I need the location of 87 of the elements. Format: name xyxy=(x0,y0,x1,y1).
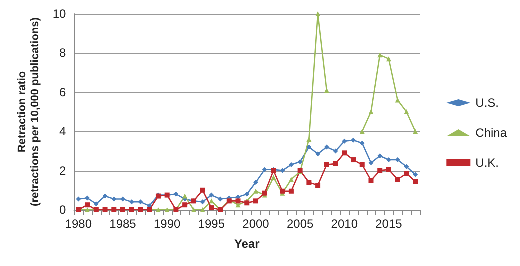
point xyxy=(360,129,365,134)
legend-label: U.K. xyxy=(476,156,499,170)
legend-label: China xyxy=(476,126,508,140)
point xyxy=(200,200,206,205)
legend-label: U.S. xyxy=(476,96,499,110)
point xyxy=(156,208,161,212)
point xyxy=(209,206,214,211)
x-tick-label: 2005 xyxy=(286,217,314,231)
point xyxy=(253,180,258,186)
point xyxy=(404,164,410,170)
point xyxy=(164,208,170,212)
point xyxy=(262,167,268,172)
point xyxy=(138,200,144,205)
point xyxy=(102,194,108,199)
point xyxy=(413,129,418,134)
point xyxy=(378,168,383,174)
point xyxy=(360,140,365,146)
point xyxy=(324,162,330,168)
point xyxy=(368,178,374,184)
point xyxy=(316,183,321,188)
point xyxy=(288,162,294,168)
x-tick-label: 2010 xyxy=(331,217,358,231)
point xyxy=(85,196,90,201)
point xyxy=(324,88,330,93)
point xyxy=(288,188,294,194)
point xyxy=(333,148,338,154)
point xyxy=(76,196,82,202)
point xyxy=(191,208,196,212)
point xyxy=(200,188,206,193)
point xyxy=(351,158,356,163)
point xyxy=(209,192,214,198)
x-axis-title: Year xyxy=(234,237,260,251)
point xyxy=(200,208,206,212)
point xyxy=(386,158,392,163)
point xyxy=(298,159,303,164)
y-tick-label: 4 xyxy=(60,124,67,139)
point xyxy=(395,98,400,103)
point xyxy=(280,168,286,174)
point xyxy=(306,144,312,150)
point xyxy=(182,194,188,199)
point xyxy=(333,161,338,166)
point xyxy=(271,175,276,180)
point xyxy=(85,202,90,208)
point xyxy=(129,200,134,205)
x-tick-label: 2015 xyxy=(376,217,403,231)
point xyxy=(174,192,179,197)
point xyxy=(413,172,418,178)
x-tick-label: 1980 xyxy=(65,217,92,231)
point xyxy=(395,158,400,163)
x-tick-label: 1985 xyxy=(110,217,137,231)
point xyxy=(360,162,365,168)
point xyxy=(182,202,188,208)
y-tick-label: 8 xyxy=(60,46,67,60)
y-tick-label: 0 xyxy=(60,203,67,217)
point xyxy=(404,171,410,176)
point xyxy=(253,198,258,204)
point xyxy=(386,167,392,172)
point xyxy=(236,198,241,204)
point xyxy=(378,52,383,58)
point xyxy=(316,12,321,16)
y-tick-label: 6 xyxy=(60,85,67,100)
point xyxy=(85,208,90,212)
point xyxy=(378,154,383,159)
point xyxy=(368,160,374,166)
y-axis-title: Retraction ratio (retractions per 10,000 publications) xyxy=(16,17,42,206)
y-tick-label: 2 xyxy=(60,164,67,178)
point xyxy=(386,56,392,62)
x-tick-label: 1990 xyxy=(154,217,182,231)
point xyxy=(342,138,348,144)
point xyxy=(94,202,99,207)
point xyxy=(306,180,312,186)
point xyxy=(368,110,374,114)
point xyxy=(404,110,410,114)
point xyxy=(316,152,321,157)
point xyxy=(413,179,418,184)
y-tick-label: 10 xyxy=(52,7,67,21)
point xyxy=(112,196,117,202)
point xyxy=(120,196,126,202)
point xyxy=(244,192,250,197)
point xyxy=(342,150,348,156)
point xyxy=(351,138,356,143)
point xyxy=(288,177,294,182)
point xyxy=(218,196,224,202)
x-tick-label: 1995 xyxy=(198,217,226,231)
point xyxy=(324,144,330,150)
point xyxy=(395,177,400,182)
x-tick-label: 2000 xyxy=(242,217,270,231)
